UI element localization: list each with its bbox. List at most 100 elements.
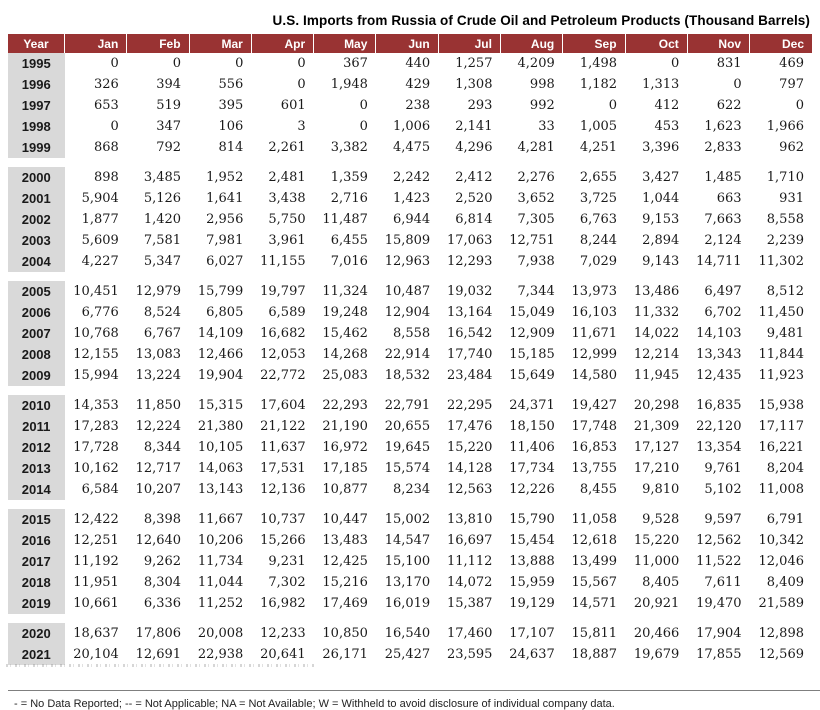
table-row: 2000 898 3,485 1,952 2,481 1,359 2,242 2,412 2,2… bbox=[8, 167, 812, 188]
value-cell: 12,053 bbox=[251, 344, 314, 365]
value-cell: 14,353 bbox=[64, 395, 127, 416]
value-cell: 10,487 bbox=[375, 281, 439, 302]
clipped-text-remnant bbox=[6, 664, 316, 667]
table-row: 1996 326 394 556 0 1,948 429 1,308 998 1,182 1,313… bbox=[8, 74, 812, 95]
value-cell: 4,209 bbox=[500, 53, 563, 74]
value-cell: 15,938 bbox=[749, 395, 812, 416]
value-cell: 17,728 bbox=[64, 437, 127, 458]
value-cell: 18,887 bbox=[562, 644, 626, 665]
value-cell: 4,251 bbox=[562, 137, 626, 158]
table-row: 2010 14,353 11,850 15,315 17,604 22,293 22,791… bbox=[8, 395, 812, 416]
value-cell: 17,107 bbox=[500, 623, 563, 644]
value-cell: 9,153 bbox=[625, 209, 688, 230]
year-cell: 1998 bbox=[8, 116, 65, 137]
year-cell: 2006 bbox=[8, 302, 65, 323]
value-cell: 2,141 bbox=[438, 116, 501, 137]
value-cell: 11,302 bbox=[749, 251, 812, 272]
column-header-aug: Aug bbox=[499, 34, 563, 53]
value-cell: 6,589 bbox=[251, 302, 314, 323]
table-row: 2006 6,776 8,524 6,805 6,589 19,248 12,904 13,1… bbox=[8, 302, 812, 323]
value-cell: 20,104 bbox=[64, 644, 127, 665]
year-cell: 2021 bbox=[8, 644, 65, 665]
value-cell: 0 bbox=[313, 116, 376, 137]
year-cell: 2000 bbox=[8, 167, 65, 188]
value-cell: 22,914 bbox=[375, 344, 439, 365]
value-cell: 2,412 bbox=[438, 167, 501, 188]
value-cell: 12,640 bbox=[126, 530, 190, 551]
value-cell: 9,810 bbox=[625, 479, 688, 500]
value-cell: 16,221 bbox=[749, 437, 812, 458]
value-cell: 7,581 bbox=[126, 230, 190, 251]
table-row: 1995 0 0 0 0 367 440 1,257 4,209 1,498 0 831 469 bbox=[8, 53, 812, 74]
value-cell: 22,293 bbox=[313, 395, 376, 416]
value-cell: 24,371 bbox=[500, 395, 563, 416]
table-header: Year Jan Feb Mar Apr May Jun Jul Aug Sep Oct Nov Dec bbox=[8, 34, 812, 53]
value-cell: 8,455 bbox=[562, 479, 626, 500]
year-cell: 1997 bbox=[8, 95, 65, 116]
value-cell: 1,948 bbox=[313, 74, 376, 95]
value-cell: 17,806 bbox=[126, 623, 190, 644]
value-cell: 19,797 bbox=[251, 281, 314, 302]
value-cell: 8,524 bbox=[126, 302, 190, 323]
value-cell: 6,584 bbox=[64, 479, 127, 500]
value-cell: 8,558 bbox=[749, 209, 812, 230]
value-cell: 0 bbox=[313, 95, 376, 116]
value-cell: 33 bbox=[500, 116, 563, 137]
value-cell: 4,281 bbox=[500, 137, 563, 158]
value-cell: 238 bbox=[375, 95, 439, 116]
value-cell: 22,295 bbox=[438, 395, 501, 416]
value-cell: 3,725 bbox=[562, 188, 626, 209]
value-cell: 898 bbox=[64, 167, 127, 188]
value-cell: 1,420 bbox=[126, 209, 190, 230]
table-header-row: Year Jan Feb Mar Apr May Jun Jul Aug Sep Oct Nov Dec bbox=[8, 34, 812, 53]
value-cell: 25,083 bbox=[313, 365, 376, 386]
column-header-may: May bbox=[313, 34, 376, 53]
value-cell: 17,283 bbox=[64, 416, 127, 437]
value-cell: 6,814 bbox=[438, 209, 501, 230]
value-cell: 326 bbox=[64, 74, 127, 95]
value-cell: 16,835 bbox=[687, 395, 750, 416]
table-row: 2015 12,422 8,398 11,667 10,737 10,447 15,002 1… bbox=[8, 509, 812, 530]
value-cell: 1,498 bbox=[562, 53, 626, 74]
table-row: 2008 12,155 13,083 12,466 12,053 14,268 22,914… bbox=[8, 344, 812, 365]
value-cell: 19,032 bbox=[438, 281, 501, 302]
value-cell: 11,637 bbox=[251, 437, 314, 458]
value-cell: 12,422 bbox=[64, 509, 127, 530]
value-cell: 16,682 bbox=[251, 323, 314, 344]
value-cell: 21,380 bbox=[189, 416, 252, 437]
value-cell: 20,298 bbox=[625, 395, 688, 416]
page-title: U.S. Imports from Russia of Crude Oil an… bbox=[272, 13, 810, 28]
value-cell: 12,293 bbox=[438, 251, 501, 272]
year-cell: 2010 bbox=[8, 395, 65, 416]
value-cell: 6,776 bbox=[64, 302, 127, 323]
value-cell: 6,497 bbox=[687, 281, 750, 302]
value-cell: 14,109 bbox=[189, 323, 252, 344]
column-header-sep: Sep bbox=[562, 34, 626, 53]
value-cell: 2,481 bbox=[251, 167, 314, 188]
value-cell: 22,772 bbox=[251, 365, 314, 386]
value-cell: 2,894 bbox=[625, 230, 688, 251]
value-cell: 12,562 bbox=[687, 530, 750, 551]
value-cell: 5,126 bbox=[126, 188, 190, 209]
value-cell: 7,344 bbox=[500, 281, 563, 302]
table-row: 2021 20,104 12,691 22,938 20,641 26,171 25,427… bbox=[8, 644, 812, 665]
value-cell: 4,296 bbox=[438, 137, 501, 158]
value-cell: 7,981 bbox=[189, 230, 252, 251]
value-cell: 8,234 bbox=[375, 479, 439, 500]
value-cell: 19,129 bbox=[500, 593, 563, 614]
value-cell: 11,324 bbox=[313, 281, 376, 302]
value-cell: 17,127 bbox=[625, 437, 688, 458]
value-cell: 2,833 bbox=[687, 137, 750, 158]
column-header-jan: Jan bbox=[63, 34, 127, 53]
year-cell: 2003 bbox=[8, 230, 65, 251]
value-cell: 2,124 bbox=[687, 230, 750, 251]
value-cell: 10,451 bbox=[64, 281, 127, 302]
column-header-feb: Feb bbox=[126, 34, 190, 53]
value-cell: 7,611 bbox=[687, 572, 750, 593]
value-cell: 19,904 bbox=[189, 365, 252, 386]
value-cell: 15,185 bbox=[500, 344, 563, 365]
value-cell: 9,528 bbox=[625, 509, 688, 530]
value-cell: 17,904 bbox=[687, 623, 750, 644]
year-cell: 2016 bbox=[8, 530, 65, 551]
value-cell: 13,483 bbox=[313, 530, 376, 551]
